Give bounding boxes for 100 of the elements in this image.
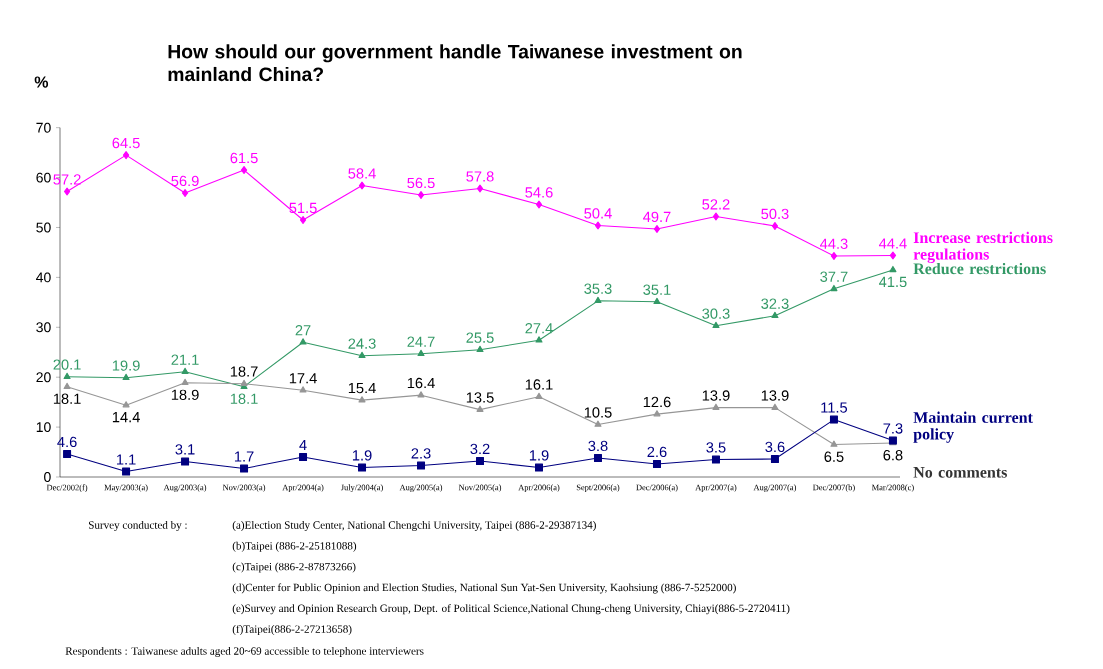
y-tick-label: 20 <box>36 372 51 383</box>
point <box>712 212 720 221</box>
y-axis-title: % <box>34 76 49 88</box>
data-label: 3.8 <box>588 440 608 452</box>
text: (a)Election Study Center, National Chengchi University, Taipei (886-2-29387134) <box>232 520 596 532</box>
data-label: 64.5 <box>112 137 140 149</box>
x-tick-label: Nov/2003(a) <box>222 484 266 492</box>
data-label: 18.9 <box>171 389 199 400</box>
data-label: 57.2 <box>53 174 81 185</box>
point <box>771 403 779 410</box>
point <box>358 396 366 403</box>
point <box>63 450 72 459</box>
point <box>299 215 307 224</box>
point <box>771 221 779 230</box>
data-label: 1.9 <box>529 450 549 461</box>
point <box>122 467 131 476</box>
point <box>417 349 425 357</box>
data-label: 3.5 <box>706 442 726 453</box>
data-label: 1.7 <box>234 451 254 462</box>
text: (d)Center for Public Opinion and Election Studies, National Sun Yat-Sen University, Kaohsiung (886-7-5252000) <box>232 583 736 594</box>
point <box>358 463 367 472</box>
x-tick-label: Aug/2007(a) <box>753 484 797 493</box>
x-tick-label: Apr/2004(a) <box>282 484 324 492</box>
x-tick-label: July/2004(a) <box>340 484 383 493</box>
text: (f)Taipei(886-2-27213658) <box>232 624 352 636</box>
data-label: 44.4 <box>878 238 907 249</box>
point <box>63 187 71 196</box>
point <box>535 336 543 343</box>
point <box>712 321 720 329</box>
data-label: 3.2 <box>470 443 490 455</box>
data-label: 3.6 <box>765 441 785 453</box>
data-label: 35.3 <box>584 283 612 294</box>
data-label: 50.3 <box>761 208 789 220</box>
point <box>63 382 71 389</box>
point <box>299 338 307 345</box>
point <box>476 457 485 466</box>
text: Respondents : Taiwanese adults aged 20~69 accessible to telephone interviewers <box>65 646 424 658</box>
point <box>653 410 661 417</box>
point <box>476 184 484 193</box>
x-tick-label: Sept/2006(a) <box>576 484 620 492</box>
data-label: 27.4 <box>525 323 553 334</box>
data-label: 2.3 <box>411 448 431 459</box>
y-tick-label: 0 <box>44 472 51 482</box>
data-label: 58.4 <box>348 168 376 179</box>
data-label: 7.3 <box>883 423 903 434</box>
x-tick-label: Dec/2002(f) <box>46 484 88 493</box>
data-label: 41.5 <box>878 276 907 288</box>
data-label: 25.5 <box>466 332 494 343</box>
point <box>358 181 366 190</box>
data-label: 14.4 <box>112 412 140 423</box>
point <box>122 401 130 408</box>
data-label: 10.5 <box>584 407 612 418</box>
point <box>653 224 661 233</box>
x-tick-label: Apr/2006(a) <box>518 484 560 492</box>
data-label: 16.4 <box>407 377 435 389</box>
point <box>534 463 543 472</box>
point <box>889 265 897 273</box>
data-label: 52.2 <box>702 199 730 210</box>
x-tick-label: May/2003(a) <box>104 484 148 493</box>
point <box>829 415 838 424</box>
point <box>299 453 308 462</box>
series-label: Maintain current policy <box>913 411 1033 443</box>
data-label: 11.5 <box>821 402 848 413</box>
data-label: 56.5 <box>407 177 435 189</box>
data-label: 32.3 <box>761 298 789 309</box>
data-label: 44.3 <box>820 238 848 249</box>
point <box>476 405 484 412</box>
y-tick-label: 10 <box>36 422 51 433</box>
data-label: 19.9 <box>112 360 140 371</box>
y-tick-label: 30 <box>36 322 51 333</box>
x-tick-label: Dec/2007(b) <box>812 484 855 492</box>
x-tick-label: Dec/2006(a) <box>636 484 678 492</box>
point <box>830 440 838 447</box>
data-label: 4 <box>299 440 307 451</box>
x-tick-label: Mar/2008(c) <box>871 484 914 492</box>
point <box>535 392 543 399</box>
data-label: 57.8 <box>466 171 494 182</box>
data-label: 15.4 <box>348 382 376 394</box>
point <box>594 221 602 230</box>
data-label: 21.1 <box>171 354 199 365</box>
data-label: 3.1 <box>175 444 195 455</box>
point <box>652 460 661 469</box>
point <box>417 391 425 398</box>
data-label: 49.7 <box>643 211 671 223</box>
data-label: 17.4 <box>289 373 317 384</box>
point <box>770 455 779 464</box>
point <box>417 461 426 470</box>
point <box>476 345 484 353</box>
data-label: 18.1 <box>53 393 81 404</box>
point <box>594 420 602 427</box>
y-tick-label: 40 <box>36 272 51 283</box>
data-label: 35.1 <box>643 284 671 295</box>
point <box>653 297 661 305</box>
text: (b)Taipei (886-2-25181088) <box>232 541 357 552</box>
point <box>593 454 602 463</box>
x-tick-label: Aug/2005(a) <box>399 484 443 493</box>
data-label: 1.9 <box>352 450 372 461</box>
data-label: 4.6 <box>57 436 77 448</box>
point <box>240 166 248 175</box>
point <box>712 403 720 410</box>
